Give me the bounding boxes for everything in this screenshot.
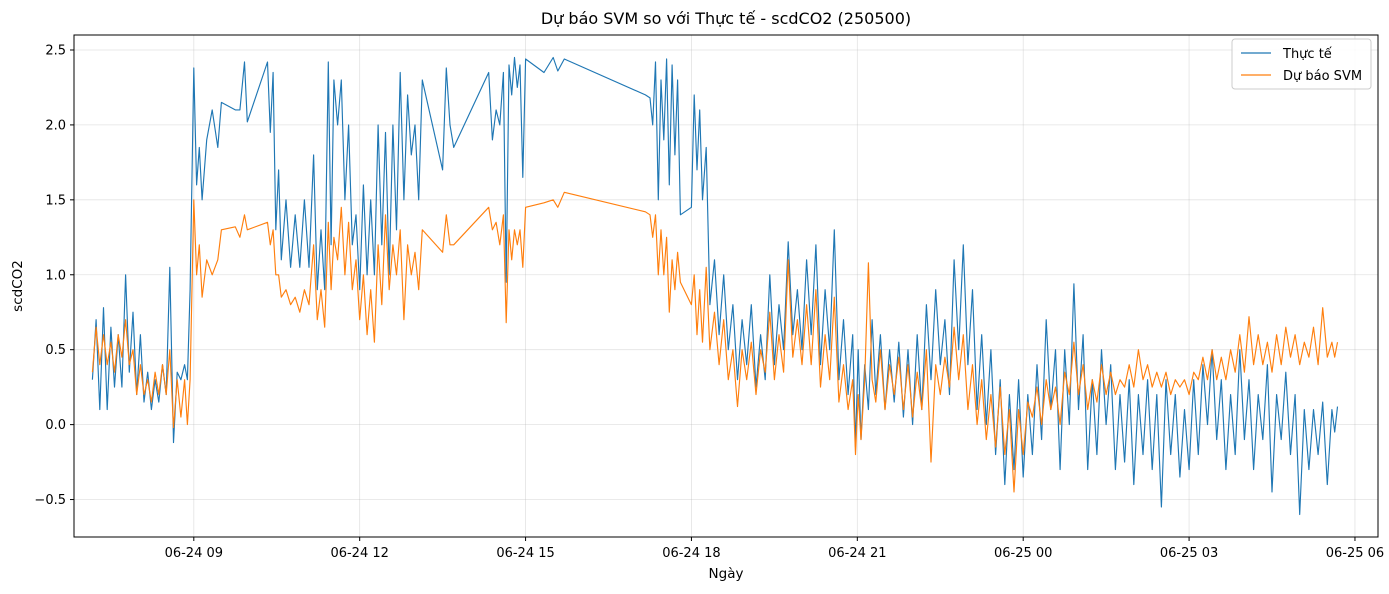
plot-area [91, 56, 1339, 516]
x-tick-label: 06-24 21 [828, 546, 886, 561]
y-axis-label: scdCO2 [10, 260, 26, 312]
y-tick-label: 0.0 [45, 418, 66, 433]
y-tick-label: 1.0 [45, 268, 66, 283]
y-tick-label: 0.5 [45, 343, 66, 358]
x-tick-label: 06-24 15 [496, 546, 554, 561]
x-axis-label: Ngày [709, 566, 744, 582]
legend-label-du-bao-svm: Dự báo SVM [1283, 69, 1362, 84]
x-tick-label: 06-25 06 [1326, 546, 1384, 561]
series-line-du-bao-svm [91, 191, 1339, 493]
y-tick-label: 2.0 [45, 118, 66, 133]
x-tick-label: 06-24 09 [165, 546, 223, 561]
chart-title: Dự báo SVM so với Thực tế - scdCO2 (2505… [541, 9, 911, 28]
x-tick-label: 06-25 03 [1160, 546, 1218, 561]
series-layer [91, 56, 1339, 516]
grid-layer [74, 35, 1378, 537]
y-tick-label: 2.5 [45, 43, 66, 58]
legend-box [1231, 38, 1372, 90]
tick-layer: −0.5 0.0 0.5 1.0 1.5 2.0 2.5 06-24 09 06-24 12 06… [34, 43, 1384, 561]
axes-frame [73, 34, 1379, 538]
series-line-thuc-te [91, 56, 1339, 516]
y-tick-label: −0.5 [34, 493, 66, 508]
x-tick-label: 06-24 12 [330, 546, 388, 561]
legend-label-thuc-te: Thực tế [1282, 47, 1332, 62]
y-tick-label: 1.5 [45, 193, 66, 208]
x-tick-label: 06-24 18 [662, 546, 720, 561]
x-tick-label: 06-25 00 [994, 546, 1052, 561]
legend: Thực tế Dự báo SVM [1231, 38, 1372, 90]
